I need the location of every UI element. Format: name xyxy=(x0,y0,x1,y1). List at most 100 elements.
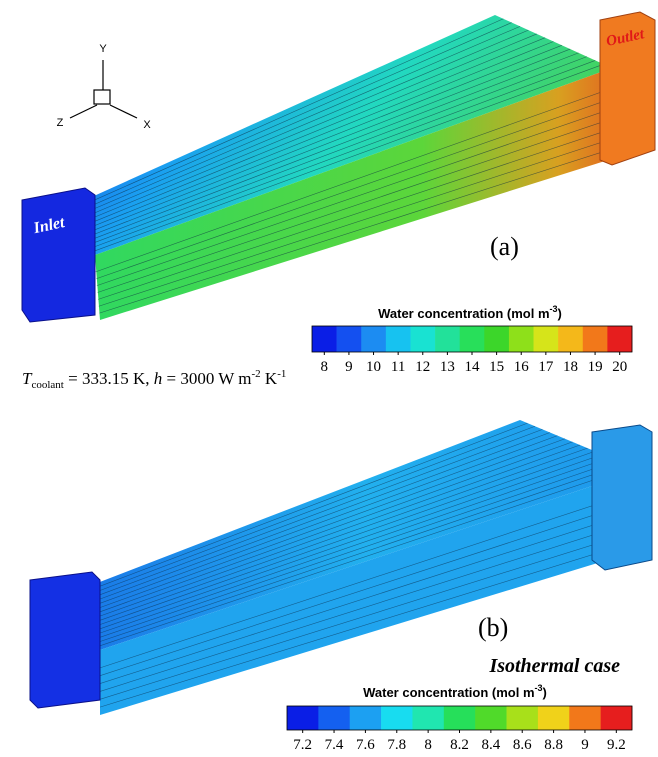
channel-line xyxy=(89,41,554,228)
channel-line xyxy=(98,122,630,300)
channel-line xyxy=(92,56,588,244)
channel-line xyxy=(94,435,558,606)
colorbar-tick-label: 9.2 xyxy=(607,737,626,753)
outlet-label: Outlet xyxy=(605,26,647,50)
inlet-plate xyxy=(29,571,101,709)
colorbar-swatch xyxy=(336,326,362,352)
channel-line xyxy=(97,113,627,293)
colorbar-tick-label: 12 xyxy=(415,359,430,375)
colorbar-swatch xyxy=(475,706,507,730)
channel-line xyxy=(90,45,562,232)
colorbar-tick-label: 9 xyxy=(345,359,353,375)
axis-label: Z xyxy=(57,117,64,129)
colorbar-tick-label: 17 xyxy=(538,359,554,375)
colorbar-swatch xyxy=(569,706,601,730)
channel-line xyxy=(99,539,641,708)
channel-line xyxy=(92,425,536,594)
colorbar-tick-label: 7.8 xyxy=(387,737,406,753)
channel-line xyxy=(89,37,546,224)
colorbar-tick-label: 7.6 xyxy=(356,737,375,753)
colorbar-swatch xyxy=(412,706,445,730)
colorbar-swatch xyxy=(508,326,534,352)
model-a: Inlet Outlet xyxy=(21,11,656,323)
inlet-plate xyxy=(21,187,96,323)
colorbar-tick-label: 11 xyxy=(391,359,405,375)
colorbar-swatch xyxy=(506,706,539,730)
text: = 333.15 K, xyxy=(64,369,154,388)
channel-line xyxy=(95,444,581,618)
axis-line xyxy=(69,104,98,119)
colorbar-swatch xyxy=(349,706,382,730)
colorbar-swatch xyxy=(318,706,351,730)
colorbar-tick-label: 15 xyxy=(489,359,504,375)
channel-line xyxy=(98,131,634,307)
symbol: h xyxy=(154,369,163,388)
channel-line xyxy=(96,104,623,286)
colorbar-tick-label: 8.6 xyxy=(513,737,532,753)
front-face xyxy=(95,68,640,320)
channel-line xyxy=(85,18,504,205)
superscript: -2 xyxy=(251,368,260,380)
colorbar-tick-label: 8 xyxy=(424,737,432,753)
channels xyxy=(92,422,641,708)
channel-line xyxy=(96,447,588,622)
colorbar-tick-label: 8.4 xyxy=(481,737,500,753)
colorbar-swatch xyxy=(287,706,319,730)
channel-line xyxy=(99,466,633,647)
channel-line xyxy=(93,432,551,602)
channel-line xyxy=(99,519,641,692)
channels xyxy=(85,18,637,314)
channel-line xyxy=(95,441,573,614)
colorbar: 7.2 7.4 7.6 7.8 8 8.2 8.4 8.6 8.8 9 9.2 xyxy=(286,705,633,753)
channel-line xyxy=(92,52,579,240)
legend-title-text: Water concentration (mol m xyxy=(363,685,534,700)
colorbar-swatch xyxy=(361,326,387,352)
colorbar-swatch xyxy=(558,326,584,352)
colorbar-tick-label: 13 xyxy=(440,359,455,375)
colorbar-swatch xyxy=(385,326,411,352)
legend-title-text: ) xyxy=(543,685,547,700)
colorbar-tick-label: 19 xyxy=(588,359,603,375)
colorbar-tick-label: 16 xyxy=(514,359,530,375)
channel-line xyxy=(99,509,641,684)
channel-line xyxy=(93,60,596,248)
symbol: T xyxy=(22,369,33,388)
channel-line xyxy=(92,422,528,590)
model-b xyxy=(29,420,653,715)
axes-triad: Y Z X xyxy=(57,43,152,131)
panel-label: (a) xyxy=(490,232,519,261)
channel-line xyxy=(99,529,641,700)
colorbar-swatch xyxy=(537,706,570,730)
channel-line xyxy=(86,22,512,209)
channel-line xyxy=(97,454,603,630)
colorbar-tick-label: 20 xyxy=(612,359,627,375)
legend-title-sup: -3 xyxy=(535,683,543,693)
superscript: -1 xyxy=(277,368,286,380)
top-face xyxy=(85,15,612,255)
legend-title-text: ) xyxy=(558,306,562,321)
colorbar-tick-label: 8 xyxy=(321,359,329,375)
channel-line xyxy=(88,33,537,220)
inlet-label: Inlet xyxy=(31,214,66,237)
colorbar-swatch xyxy=(443,706,476,730)
channel-line xyxy=(94,63,604,252)
condition-text: Tcoolant = 333.15 K, h = 3000 W m-2 K-1 xyxy=(22,368,286,391)
channel-line xyxy=(99,140,637,314)
colorbar-swatch xyxy=(312,326,337,352)
legend-title-text: Water concentration (mol m xyxy=(378,306,549,321)
axis-label: X xyxy=(143,119,151,131)
front-face xyxy=(100,470,640,715)
legend-title-sup: -3 xyxy=(550,304,558,314)
channel-line xyxy=(96,450,596,626)
colorbar-tick-label: 14 xyxy=(465,359,481,375)
colorbar: 8 9 10 11 12 13 14 15 16 17 18 19 20 xyxy=(311,325,633,375)
channel-line xyxy=(93,429,543,598)
outlet-plate xyxy=(591,424,653,571)
axis-line xyxy=(109,104,138,119)
subscript: coolant xyxy=(31,379,63,391)
colorbar-tick-label: 8.8 xyxy=(544,737,563,753)
legend-title: Water concentration (mol m-3) xyxy=(363,683,547,700)
text: K xyxy=(261,369,278,388)
channel-line xyxy=(99,489,641,669)
channel-line xyxy=(96,95,620,280)
